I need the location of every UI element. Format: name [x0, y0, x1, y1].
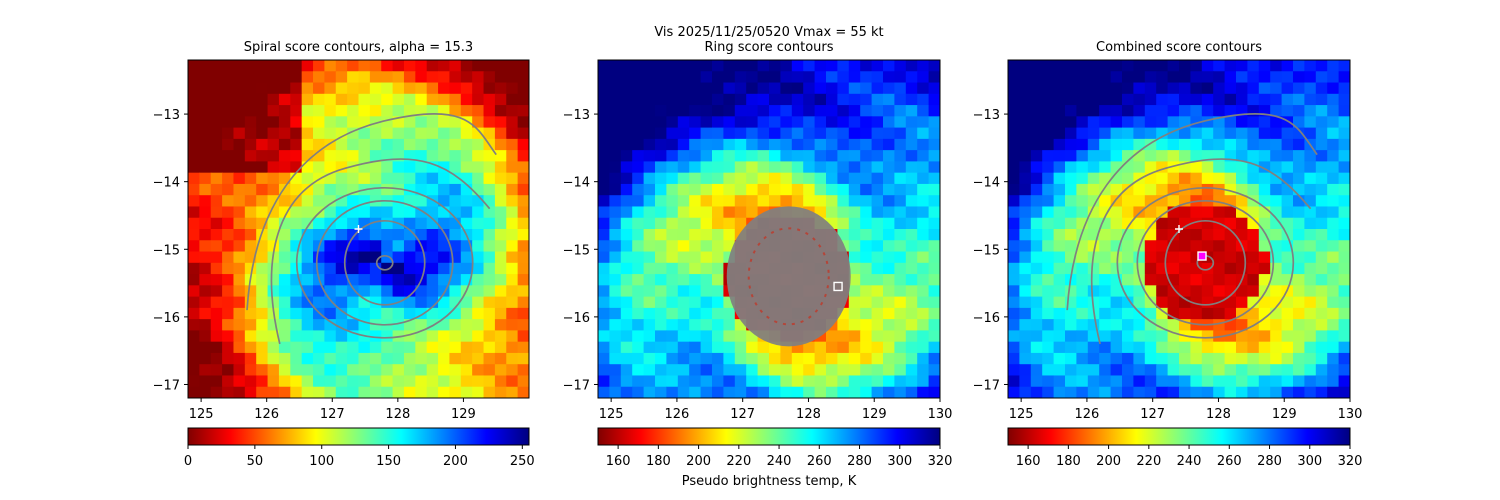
colorbar-label: Pseudo brightness temp, K	[682, 474, 857, 489]
heatmap-image	[1008, 60, 1350, 398]
x-tick-label: 130	[928, 407, 953, 422]
colorbar-tick-label: 260	[807, 454, 832, 469]
y-tick-label: −15	[973, 243, 1000, 258]
x-tick-label: 126	[665, 407, 690, 422]
y-tick-label: −17	[973, 378, 1000, 393]
y-tick-label: −14	[153, 176, 180, 191]
colorbar-gradient	[1007, 427, 1351, 446]
colorbar-tick-label: 220	[1136, 454, 1161, 469]
first-guess-plus-marker	[354, 225, 363, 233]
first-guess-plus-marker	[1175, 225, 1183, 233]
x-tick-label: 128	[796, 407, 821, 422]
colorbar-tick-label: 200	[1096, 454, 1121, 469]
spiral-band-contour	[1091, 158, 1312, 345]
colorbar-tick-label: 240	[767, 454, 792, 469]
score-contour	[315, 199, 454, 326]
best-center-square-marker	[1197, 251, 1207, 261]
panel-1: Spiral score contours, alpha = 15.3 125 12…	[153, 40, 535, 469]
colorbar-tick-label: 50	[247, 454, 264, 469]
axes-frame	[1007, 59, 1351, 399]
x-tick-label: 125	[189, 407, 214, 422]
y-tick-label: −16	[153, 311, 180, 326]
y-tick-label: −13	[153, 108, 180, 123]
colorbar-3: 160 180 200 220 240 260 280 300 320	[1007, 427, 1363, 469]
colorbar-1: 0 50 100 150 200 250	[184, 427, 535, 469]
y-tick-label: −13	[563, 108, 590, 123]
colorbar-tick-label: 160	[1016, 454, 1041, 469]
score-contour	[1136, 199, 1275, 326]
colorbar-tick-label: 200	[686, 454, 711, 469]
heatmap-image	[598, 60, 940, 398]
x-tick-label: 128	[1206, 407, 1231, 422]
colorbar-tick-label: 0	[184, 454, 192, 469]
score-contour	[375, 254, 394, 271]
panel-3: Combined score contours 125 126 127 128 129 13…	[973, 40, 1363, 469]
x-tick-label: 127	[320, 407, 345, 422]
y-tick-label: −17	[563, 378, 590, 393]
x-tick-label: 127	[730, 407, 755, 422]
colorbar-tick-label: 250	[510, 454, 535, 469]
figure-suptitle: Vis 2025/11/25/0520 Vmax = 55 kt	[654, 25, 883, 40]
colorbar-tick-label: 240	[1177, 454, 1202, 469]
panel-title: Ring score contours	[704, 40, 833, 55]
colorbar-tick-label: 100	[309, 454, 334, 469]
colorbar-tick-label: 280	[1257, 454, 1282, 469]
colorbar-gradient	[187, 427, 530, 446]
y-tick-label: −15	[563, 243, 590, 258]
colorbar-tick-label: 300	[1297, 454, 1322, 469]
spiral-band-contour	[270, 158, 491, 345]
y-tick-label: −14	[563, 176, 590, 191]
spiral-band-contour	[246, 112, 497, 311]
spiral-band-contour	[1066, 112, 1318, 311]
colorbar-tick-label: 300	[887, 454, 912, 469]
x-tick-label: 125	[599, 407, 624, 422]
best-center-square-marker	[833, 281, 843, 292]
colorbar-tick-label: 180	[1056, 454, 1081, 469]
x-tick-label: 129	[451, 407, 476, 422]
y-tick-label: −17	[153, 378, 180, 393]
x-tick-label: 126	[1075, 407, 1100, 422]
x-tick-label: 130	[1338, 407, 1363, 422]
axes-frame	[597, 59, 941, 399]
colorbar-tick-label: 280	[847, 454, 872, 469]
heatmap-image	[188, 60, 529, 398]
colorbar-tick-label: 320	[928, 454, 953, 469]
y-tick-label: −13	[973, 108, 1000, 123]
x-tick-label: 129	[1272, 407, 1297, 422]
ring-score-contour-fill	[726, 206, 851, 347]
score-contour	[1164, 219, 1247, 306]
y-tick-label: −16	[563, 311, 590, 326]
ring-score-contour-texture	[747, 227, 830, 326]
x-tick-label: 126	[254, 407, 279, 422]
colorbar-tick-label: 180	[646, 454, 671, 469]
score-contour	[343, 219, 426, 306]
colorbar-tick-label: 150	[376, 454, 401, 469]
x-tick-label: 125	[1009, 407, 1034, 422]
axes-frame	[187, 59, 530, 399]
y-tick-label: −14	[973, 176, 1000, 191]
y-tick-label: −15	[153, 243, 180, 258]
colorbar-tick-label: 200	[443, 454, 468, 469]
colorbar-tick-label: 160	[606, 454, 631, 469]
x-tick-label: 129	[862, 407, 887, 422]
colorbar-2: 160 180 200 220 240 260 280 300 320	[597, 427, 953, 469]
colorbar-gradient	[597, 427, 941, 446]
panel-2: Ring score contours 125 126 127 128 129 130 −13…	[563, 40, 953, 469]
x-tick-label: 128	[385, 407, 410, 422]
y-tick-label: −16	[973, 311, 1000, 326]
panel-title: Spiral score contours, alpha = 15.3	[244, 40, 473, 55]
score-contour	[295, 186, 474, 339]
colorbar-tick-label: 260	[1217, 454, 1242, 469]
colorbar-tick-label: 220	[726, 454, 751, 469]
panel-title: Combined score contours	[1096, 40, 1262, 55]
score-contour	[1116, 186, 1295, 339]
colorbar-tick-label: 320	[1338, 454, 1363, 469]
x-tick-label: 127	[1140, 407, 1165, 422]
